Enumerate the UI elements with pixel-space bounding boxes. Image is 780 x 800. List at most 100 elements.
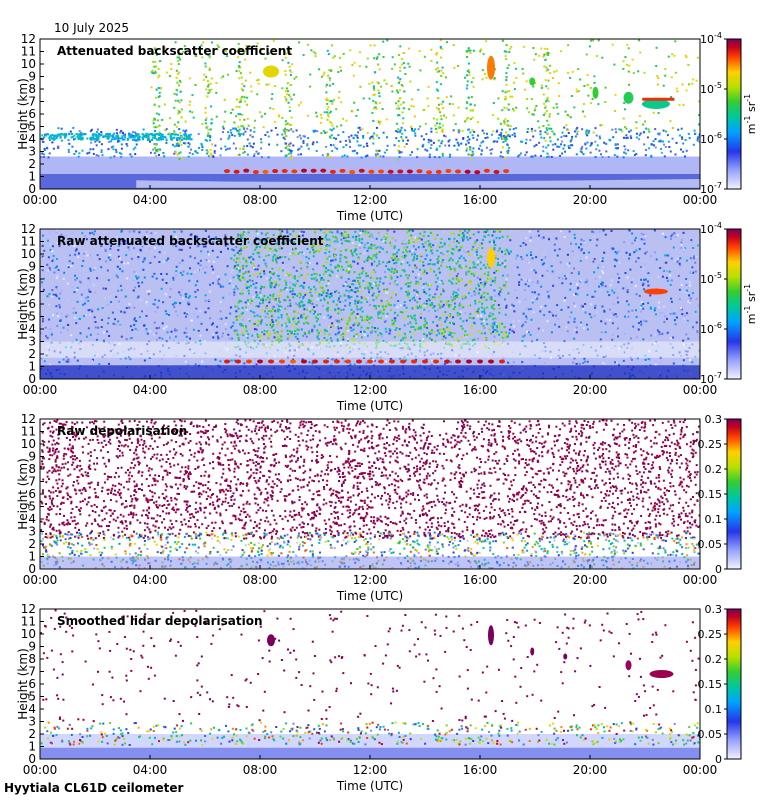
panel-4-heatmap [40,609,700,759]
colorbar-tick-label: 0.1 [705,513,723,526]
x-axis-label: Time (UTC) [336,209,403,223]
colorbar-tick-label: 0.3 [705,603,723,616]
colorbar-gradient [726,228,742,380]
x-tick-label: 00:00 [683,383,718,397]
x-tick-label: 12:00 [353,193,388,207]
x-tick-label: 08:00 [243,573,278,587]
y-tick-label: 3 [28,525,36,539]
x-tick-label: 04:00 [133,193,168,207]
panel-title: Smoothed lidar depolarisation [57,614,263,628]
y-tick-label: 6 [28,107,36,121]
y-tick-label: 7 [28,475,36,489]
colorbar-tick-label: 10-4 [700,31,722,46]
y-tick-label: 2 [28,537,36,551]
y-tick-label: 4 [28,702,36,716]
y-tick-label: 2 [28,157,36,171]
y-tick-label: 3 [28,335,36,349]
y-tick-label: 11 [21,425,36,439]
y-tick-label: 11 [21,45,36,59]
x-tick-label: 00:00 [23,573,58,587]
y-tick-label: 6 [28,297,36,311]
y-axis-label: Height (km) [16,78,30,149]
y-tick-label: 11 [21,235,36,249]
date-label: 10 July 2025 [54,21,130,35]
colorbar-tick-label: 0.2 [705,653,723,666]
panel-title: Raw depolarisation [57,424,187,438]
colorbar: 10-4 10-5 10-6 10-7 m-1 sr-1 [700,31,758,196]
panel-3-heatmap [40,419,700,569]
x-tick-label: 00:00 [683,193,718,207]
x-tick-label: 08:00 [243,763,278,777]
colorbar-gradient [726,418,742,570]
y-tick-label: 7 [28,665,36,679]
y-tick-label: 4 [28,512,36,526]
y-tick-label: 0 [28,752,36,766]
x-tick-label: 00:00 [683,763,718,777]
y-tick-label: 4 [28,132,36,146]
colorbar-tick-label: 0.15 [698,488,723,501]
y-tick-label: 11 [21,615,36,629]
y-tick-label: 5 [28,500,36,514]
y-axis-label: Height (km) [16,458,30,529]
colorbar-unit: m-1 sr-1 [743,94,758,134]
y-tick-label: 5 [28,120,36,134]
colorbar-tick-label: 0 [715,563,722,576]
y-tick-label: 5 [28,690,36,704]
colorbar: 0.3 0.25 0.2 0.15 0.1 0.05 0 [698,413,742,576]
y-tick-label: 10 [21,247,36,261]
panel-title: Raw attenuated backscatter coefficient [57,234,324,248]
y-tick-label: 12 [21,32,36,46]
y-tick-label: 8 [28,652,36,666]
colorbar-tick-label: 0.2 [705,463,723,476]
y-tick-label: 0 [28,182,36,196]
y-tick-label: 4 [28,322,36,336]
colorbar-tick-label: 0.1 [705,703,723,716]
instrument-footer: Hyytiala CL61D ceilometer [4,781,184,795]
y-tick-label: 2 [28,727,36,741]
colorbar: 0.3 0.25 0.2 0.15 0.1 0.05 0 [698,603,742,766]
y-tick-label: 5 [28,310,36,324]
y-tick-label: 12 [21,222,36,236]
x-tick-label: 00:00 [23,193,58,207]
x-tick-label: 00:00 [683,573,718,587]
x-tick-label: 00:00 [23,763,58,777]
colorbar-unit: m-1 sr-1 [743,284,758,324]
colorbar-tick-label: 0.15 [698,678,723,691]
panel-1-heatmap [40,39,700,189]
colorbar-tick-label: 0.25 [698,628,723,641]
y-tick-label: 9 [28,450,36,464]
y-tick-label: 1 [28,170,36,184]
colorbar-tick-label: 10-5 [700,81,722,96]
x-tick-label: 12:00 [353,573,388,587]
y-tick-label: 9 [28,640,36,654]
y-tick-label: 7 [28,285,36,299]
x-tick-label: 00:00 [23,383,58,397]
colorbar-tick-label: 0.05 [698,538,723,551]
x-tick-label: 04:00 [133,763,168,777]
x-tick-label: 12:00 [353,763,388,777]
y-tick-label: 3 [28,145,36,159]
y-tick-label: 6 [28,487,36,501]
x-axis-label: Time (UTC) [336,589,403,603]
colorbar-tick-label: 0 [715,753,722,766]
colorbar-gradient [726,608,742,760]
x-tick-label: 16:00 [463,573,498,587]
colorbar-tick-label: 0.25 [698,438,723,451]
colorbar-tick-label: 10-7 [700,371,722,386]
colorbar-gradient [726,38,742,190]
x-tick-label: 20:00 [573,383,608,397]
y-tick-label: 8 [28,82,36,96]
y-tick-label: 2 [28,347,36,361]
panel-2-heatmap [40,229,700,379]
y-tick-label: 1 [28,550,36,564]
x-tick-label: 20:00 [573,573,608,587]
x-tick-label: 08:00 [243,193,278,207]
colorbar-tick-label: 10-7 [700,181,722,196]
y-tick-label: 1 [28,360,36,374]
panel-title: Attenuated backscatter coefficient [57,44,292,58]
colorbar-tick-label: 10-4 [700,221,722,236]
x-tick-label: 16:00 [463,383,498,397]
